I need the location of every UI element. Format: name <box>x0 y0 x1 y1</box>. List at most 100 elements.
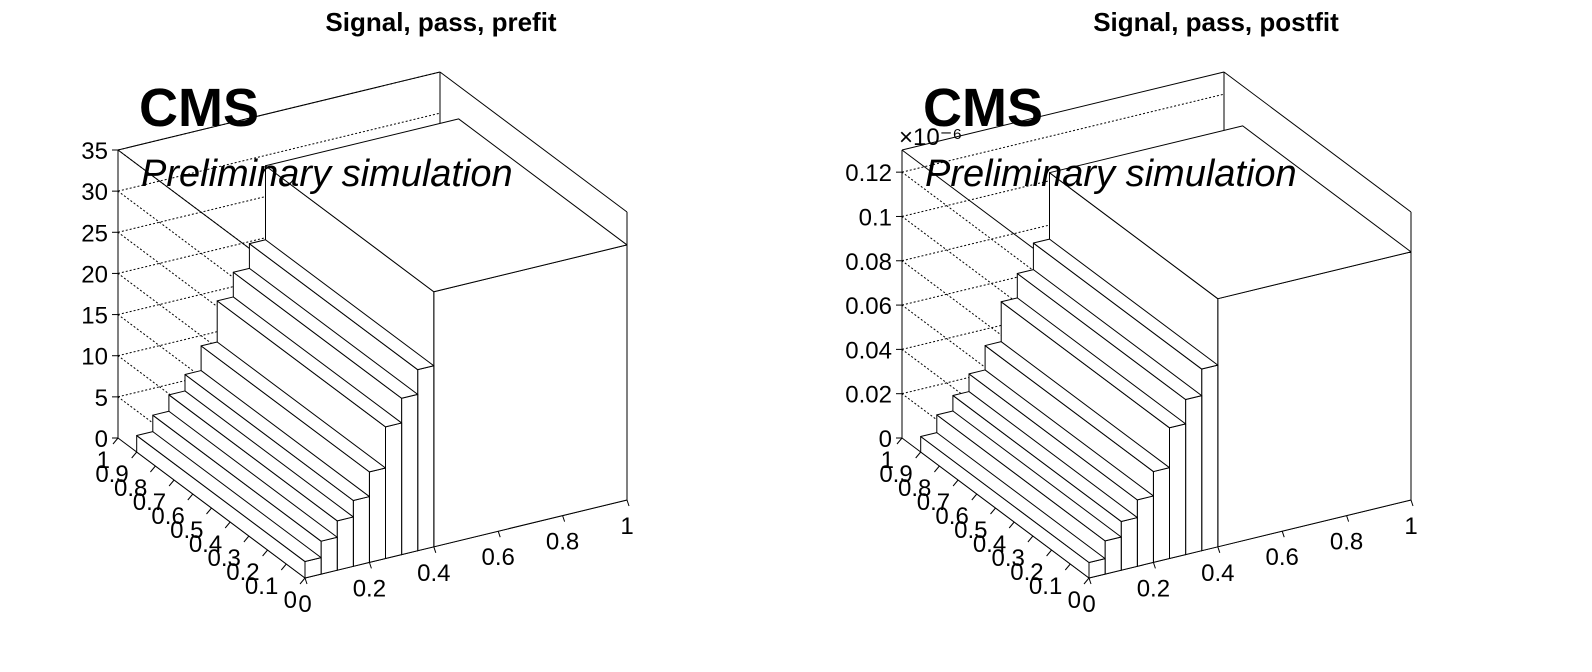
y-tick-mark <box>1008 521 1015 529</box>
z-axis: 0 5 10 15 20 25 30 35 <box>81 138 118 453</box>
z-tick-label: 0.06 <box>845 293 892 320</box>
bar-front-face <box>1217 251 1412 548</box>
y-tick-mark <box>971 493 978 501</box>
z-tick-label: 0.1 <box>859 204 892 231</box>
z-tick-label: 0.04 <box>845 337 892 364</box>
y-tick-label: 0.4 <box>973 531 1006 558</box>
bar-front-face <box>1120 517 1138 571</box>
x-tick-mark <box>1152 562 1156 569</box>
chart-title: Signal, pass, prefit <box>325 7 557 37</box>
z-tick-label: 10 <box>81 344 108 371</box>
y-tick-mark <box>1046 549 1052 557</box>
x-tick-mark <box>1410 499 1414 507</box>
z-tick-label: 30 <box>81 179 108 206</box>
lego-bar <box>136 431 322 579</box>
bar-front-face <box>1104 536 1122 575</box>
bar-front-face <box>1201 364 1219 552</box>
bar-top-face <box>248 239 435 371</box>
y-tick-label: 0.3 <box>208 545 241 572</box>
z-tick-label: 15 <box>81 303 108 330</box>
x-tick-label: 1 <box>620 513 633 540</box>
x-tick-mark <box>1217 546 1221 553</box>
x-tick-label: 0.8 <box>546 529 579 556</box>
y-tick-label: 0.8 <box>114 475 147 502</box>
y-tick-label: 0.5 <box>954 517 987 544</box>
bar-top-face <box>936 410 1122 542</box>
bar-front-face <box>352 496 370 567</box>
y-tick-label: 0.3 <box>992 545 1025 572</box>
y-tick-label: 0.1 <box>1029 573 1062 600</box>
lego-bars <box>920 125 1412 579</box>
y-axis: 00.10.20.30.40.50.60.70.80.91 <box>95 437 306 614</box>
y-tick-label: 0.9 <box>95 461 128 488</box>
y-tick-mark <box>1064 563 1071 571</box>
bar-top-face <box>1016 269 1203 401</box>
y-axis: 00.10.20.30.40.50.60.70.80.91 <box>879 437 1090 614</box>
x-tick-mark <box>368 562 372 569</box>
y-tick-label: 0 <box>1068 587 1081 614</box>
bar-top-face <box>232 267 419 399</box>
y-tick-mark <box>131 451 138 459</box>
chart-panel-postfit: Signal, pass, postfit 00.020.040.060.080… <box>845 7 1417 618</box>
y-tick-label: 0.2 <box>1010 559 1043 586</box>
cms-sublabel: Preliminary simulation <box>141 153 513 195</box>
bar-top-face <box>1049 125 1412 300</box>
bar-top-face <box>984 341 1170 473</box>
bar-top-face <box>200 341 386 473</box>
y-tick-mark <box>280 563 287 571</box>
bar-top-face <box>265 118 628 293</box>
z-gridline <box>901 260 1090 402</box>
y-tick-mark <box>206 507 212 515</box>
frame-edge <box>901 71 1225 151</box>
x-tick-mark <box>497 531 501 538</box>
frame-edge <box>439 71 628 213</box>
y-tick-mark <box>168 479 175 487</box>
bar-top-face <box>168 390 354 522</box>
y-tick-label: 0.4 <box>189 531 222 558</box>
x-tick-mark <box>304 577 308 585</box>
y-tick-mark <box>1083 577 1090 585</box>
z-tick-label: 0 <box>879 426 892 453</box>
bar-front-face <box>385 422 403 559</box>
x-tick-label: 0.2 <box>1137 575 1170 602</box>
y-tick-mark <box>150 465 156 473</box>
x-tick-label: 0.4 <box>417 560 450 587</box>
bar-front-face <box>1169 423 1187 559</box>
z-tick-label: 25 <box>81 220 108 247</box>
z-tick-label: 0.02 <box>845 382 892 409</box>
x-tick-label: 0.6 <box>1266 544 1299 571</box>
bar-top-face <box>920 432 1106 563</box>
y-tick-mark <box>112 437 119 445</box>
y-tick-label: 0.6 <box>935 503 968 530</box>
x-tick-label: 0.2 <box>353 575 386 602</box>
bar-front-face <box>1185 395 1203 556</box>
z-gridline <box>117 112 441 192</box>
x-tick-label: 0.4 <box>1201 560 1234 587</box>
bar-top-face <box>136 431 322 563</box>
y-tick-mark <box>299 577 306 585</box>
y-tick-mark <box>915 451 922 459</box>
y-tick-mark <box>1027 535 1034 543</box>
cms-sublabel: Preliminary simulation <box>925 153 1297 195</box>
bar-front-face <box>320 536 338 575</box>
z-gridline <box>901 93 1225 173</box>
y-tick-label: 0.5 <box>170 517 203 544</box>
y-tick-label: 0.1 <box>245 573 278 600</box>
bar-top-face <box>152 410 338 542</box>
bar-front-face <box>1136 495 1154 567</box>
x-tick-mark <box>433 546 437 553</box>
bar-front-face <box>336 516 354 571</box>
z-tick-label: 0.08 <box>845 249 892 276</box>
z-gridline <box>901 216 1090 357</box>
y-tick-mark <box>896 437 903 445</box>
z-gridline <box>117 231 306 373</box>
x-tick-mark <box>1346 515 1350 522</box>
y-tick-label: 0.8 <box>898 475 931 502</box>
x-tick-label: 1 <box>1404 513 1417 540</box>
x-axis: 0 0.2 0.4 0.6 0.8 1 <box>1082 499 1418 618</box>
cms-label: CMS <box>139 78 259 138</box>
y-tick-label: 0.7 <box>917 489 950 516</box>
y-tick-mark <box>187 493 194 501</box>
bar-top-face <box>1000 297 1187 429</box>
